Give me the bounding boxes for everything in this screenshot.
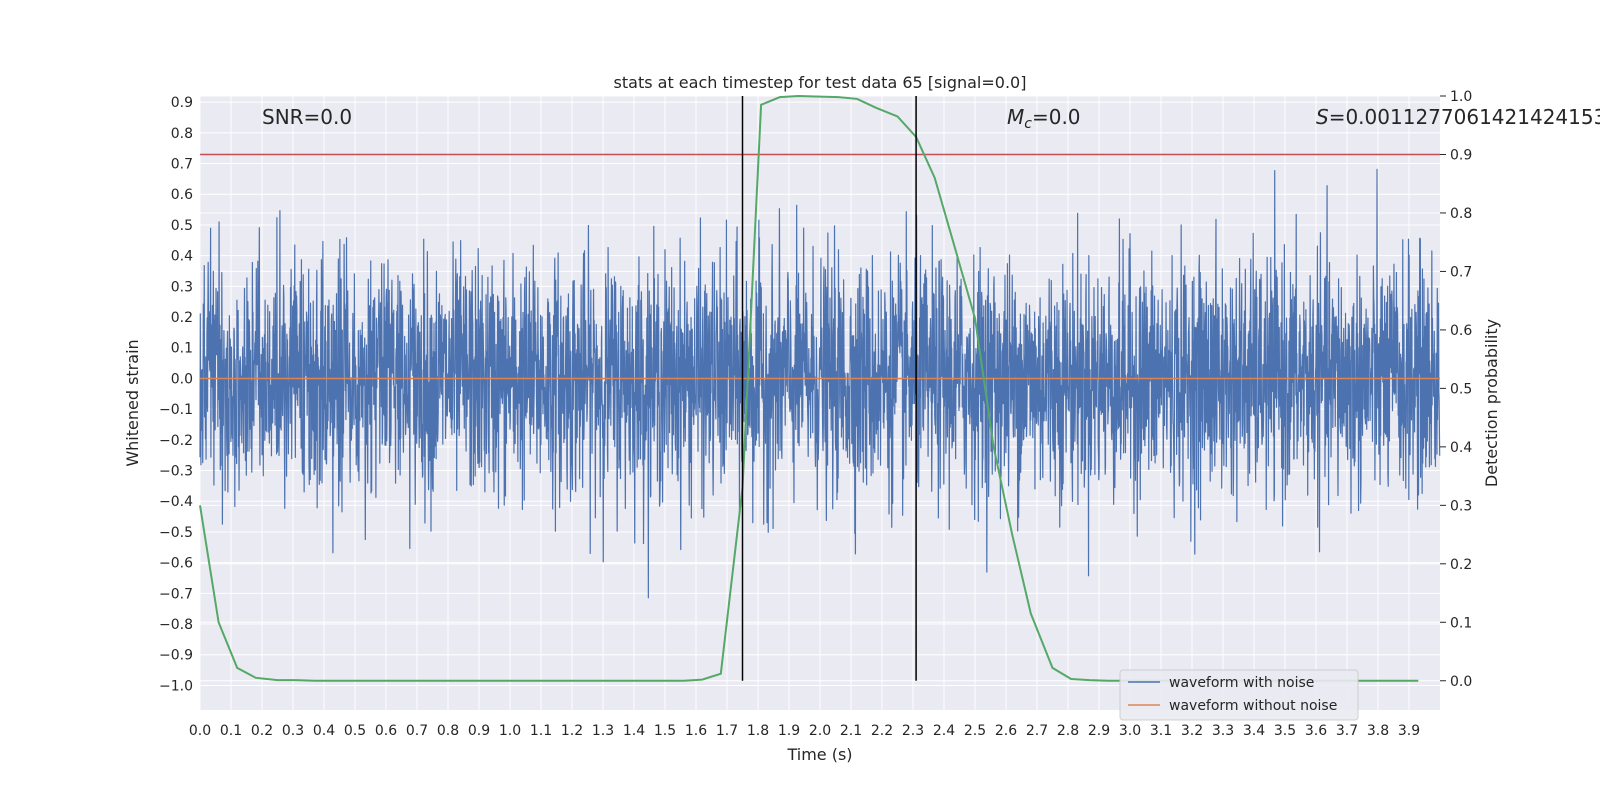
x-tick-label: 3.4: [1243, 723, 1265, 739]
x-tick-label: 1.1: [530, 723, 552, 739]
x-tick-label: 1.2: [561, 723, 583, 739]
x-axis-label: Time (s): [786, 745, 852, 764]
x-tick-label: 2.5: [964, 723, 986, 739]
y-tick-label-left: −0.2: [159, 433, 193, 449]
x-tick-label: 0.0: [189, 723, 211, 739]
s-symbol: S: [1316, 105, 1329, 129]
waveform-with-noise-line: [199, 168, 1441, 599]
y-tick-label-left: −0.6: [159, 556, 193, 572]
x-tick-label: 2.2: [871, 723, 893, 739]
x-tick-label: 3.3: [1212, 723, 1234, 739]
y-tick-label-left: 0.9: [171, 95, 193, 111]
y-tick-label-right: 0.0: [1450, 674, 1472, 690]
s-annotation: S=0.0011277061421424153: [1316, 105, 1600, 129]
x-tick-label: 2.1: [840, 723, 862, 739]
y-tick-label-right: 0.3: [1450, 498, 1472, 514]
x-tick-label: 3.1: [1150, 723, 1172, 739]
x-tick-label: 0.4: [313, 723, 335, 739]
x-tick-label: 0.8: [437, 723, 459, 739]
x-tick-label: 3.6: [1305, 723, 1327, 739]
x-tick-label: 1.0: [499, 723, 521, 739]
x-tick-label: 2.7: [1026, 723, 1048, 739]
chirp-mass-symbol: M: [1007, 105, 1024, 129]
y-tick-label-right: 0.4: [1450, 440, 1472, 456]
x-tick-label: 3.8: [1367, 723, 1389, 739]
y-tick-label-left: 0.0: [171, 371, 193, 387]
x-tick-label: 0.7: [406, 723, 428, 739]
legend: waveform with noise waveform without noi…: [1119, 669, 1359, 721]
chirp-mass-subscript: c: [1024, 116, 1032, 132]
y-tick-label-right: 0.8: [1450, 206, 1472, 222]
y-tick-label-left: 0.2: [171, 310, 193, 326]
s-value: =0.0011277061421424153: [1329, 105, 1600, 129]
x-tick-label: 1.8: [747, 723, 769, 739]
x-tick-label: 3.5: [1274, 723, 1296, 739]
y-axis-label-right: Detection probability: [1482, 319, 1501, 487]
legend-clean-label: waveform without noise: [1169, 698, 1337, 714]
y-tick-label-right: 0.7: [1450, 264, 1472, 280]
ticks: 0.0 0.1 0.2 0.3 0.4 0.5 0.6 0.7 0.8 0.9 1.0 1.1 1.2 1…: [159, 89, 1472, 739]
y-tick-label-left: 0.5: [171, 218, 193, 234]
y-tick-label-left: −0.7: [159, 586, 193, 602]
x-tick-label: 2.0: [809, 723, 831, 739]
y-tick-label-left: 0.4: [171, 249, 193, 265]
y-tick-label-left: 0.1: [171, 341, 193, 357]
x-tick-label: 2.9: [1088, 723, 1110, 739]
y-tick-label-left: 0.3: [171, 279, 193, 295]
x-tick-label: 2.6: [995, 723, 1017, 739]
x-tick-label: 2.8: [1057, 723, 1079, 739]
y-tick-label-left: −0.5: [159, 525, 193, 541]
x-tick-label: 1.6: [685, 723, 707, 739]
x-tick-label: 3.9: [1398, 723, 1420, 739]
y-tick-label-right: 1.0: [1450, 89, 1472, 105]
x-tick-label: 1.4: [623, 723, 645, 739]
y-tick-label-left: −0.3: [159, 464, 193, 480]
y-tick-label-left: 0.6: [171, 187, 193, 203]
x-tick-label: 2.3: [902, 723, 924, 739]
x-tick-label: 1.5: [654, 723, 676, 739]
y-tick-label-right: 0.1: [1450, 615, 1472, 631]
x-tick-label: 3.0: [1119, 723, 1141, 739]
y-tick-label-right: 0.9: [1450, 147, 1472, 163]
x-tick-label: 0.3: [282, 723, 304, 739]
y-tick-label-right: 0.2: [1450, 557, 1472, 573]
x-tick-label: 3.2: [1181, 723, 1203, 739]
x-tick-label: 0.9: [468, 723, 490, 739]
y-tick-label-right: 0.5: [1450, 381, 1472, 397]
x-tick-label: 0.1: [220, 723, 242, 739]
y-tick-label-left: −0.4: [159, 494, 193, 510]
x-tick-label: 0.6: [375, 723, 397, 739]
y-axis-label-left: Whitened strain: [123, 339, 142, 466]
y-tick-label-left: −0.1: [159, 402, 193, 418]
y-tick-label-left: 0.8: [171, 126, 193, 142]
y-tick-label-right: 0.6: [1450, 323, 1472, 339]
legend-box: [1119, 669, 1359, 721]
x-tick-label: 2.4: [933, 723, 955, 739]
x-tick-label: 1.3: [592, 723, 614, 739]
x-tick-label: 0.2: [251, 723, 273, 739]
x-tick-label: 3.7: [1336, 723, 1358, 739]
chirp-mass-value: =0.0: [1032, 105, 1081, 129]
snr-annotation: SNR=0.0: [262, 105, 352, 129]
x-tick-label: 0.5: [344, 723, 366, 739]
x-tick-label: 1.7: [716, 723, 738, 739]
x-tick-label: 1.9: [778, 723, 800, 739]
chirp-mass-annotation: Mc=0.0: [1007, 105, 1081, 132]
chart-title: stats at each timestep for test data 65 …: [614, 73, 1027, 92]
y-tick-label-left: −1.0: [159, 678, 193, 694]
y-tick-label-left: 0.7: [171, 157, 193, 173]
legend-noise-label: waveform with noise: [1169, 675, 1314, 691]
y-tick-label-left: −0.8: [159, 617, 193, 633]
y-tick-label-left: −0.9: [159, 648, 193, 664]
